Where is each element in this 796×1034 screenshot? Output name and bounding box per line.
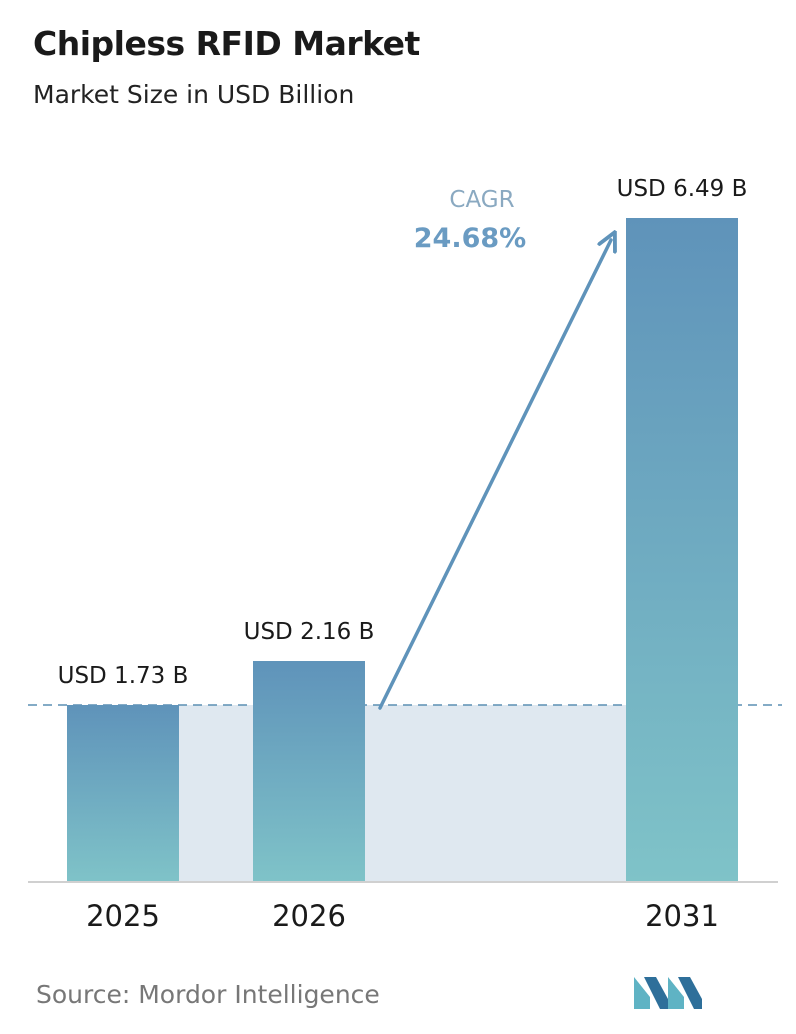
x-tick-label-2026: 2026 [272, 899, 346, 933]
bar-2025 [67, 705, 179, 882]
chart-title: Chipless RFID Market [33, 24, 420, 63]
data-label-2025: USD 1.73 B [58, 663, 189, 689]
data-label-2026: USD 2.16 B [244, 619, 375, 645]
cagr-arrow [378, 240, 611, 710]
bar-chart: USD 1.73 B 2025 USD 2.16 B 2026 USD 6.49 B 20… [28, 176, 782, 933]
bar-2031 [626, 218, 738, 882]
x-tick-label-2025: 2025 [86, 899, 160, 933]
bar-2026 [253, 661, 365, 882]
mordor-intelligence-logo-icon [634, 977, 702, 1009]
chart-subtitle: Market Size in USD Billion [33, 80, 355, 109]
source-text: Source: Mordor Intelligence [36, 980, 380, 1009]
cagr-value: 24.68% [414, 223, 526, 254]
data-label-2031: USD 6.49 B [617, 176, 748, 202]
x-tick-label-2031: 2031 [645, 899, 719, 933]
cagr-label: CAGR [449, 187, 514, 213]
